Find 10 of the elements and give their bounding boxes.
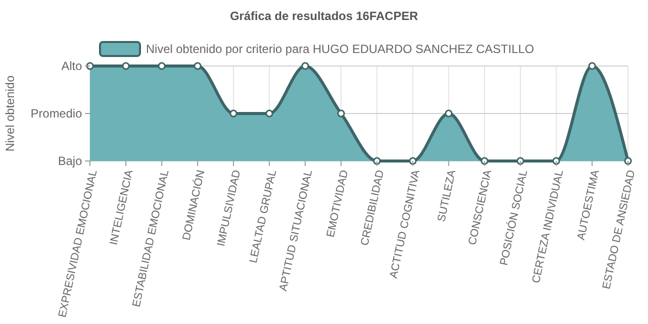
- ref-line-label: Alto: [61, 59, 82, 74]
- chart-title: Gráfica de resultados 16FACPER: [230, 9, 418, 23]
- x-tick-label: LEALTAD GRUPAL: [248, 168, 280, 264]
- x-tick-label: SUTILEZA: [436, 168, 459, 223]
- x-tick-label: POSICIÓN SOCIAL: [497, 168, 530, 267]
- x-tick-label: ESTADO DE ANSIEDAD: [600, 168, 638, 290]
- ref-line-label: Promedio: [30, 106, 82, 121]
- series-label: Nivel obtenido por criterio para HUGO EDUARDO SANCHEZ CASTILLO: [146, 42, 534, 56]
- ref-line-label: Bajo: [58, 154, 82, 168]
- y-axis-title: Nivel obtenido: [3, 75, 17, 152]
